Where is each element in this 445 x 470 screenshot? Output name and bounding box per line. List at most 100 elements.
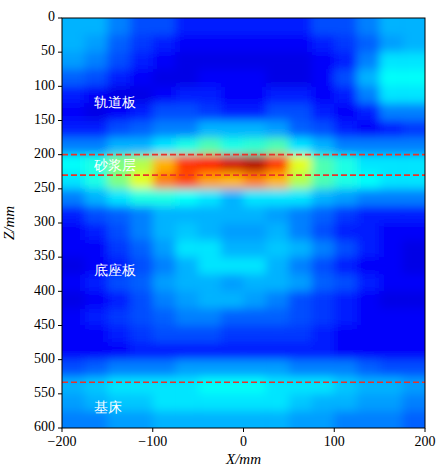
heatmap-cell <box>380 121 403 139</box>
heatmap-cell <box>130 291 153 309</box>
heatmap-cell <box>107 35 130 53</box>
heatmap-cell <box>107 206 130 224</box>
heatmap-cell <box>289 206 312 224</box>
heatmap-cell <box>130 360 153 378</box>
heatmap-cell <box>380 411 403 428</box>
heatmap-cell <box>402 274 425 292</box>
heatmap-cell <box>175 240 198 258</box>
heatmap-cell <box>153 138 176 156</box>
heatmap-cell <box>107 291 130 309</box>
heatmap-cell <box>357 138 380 156</box>
heatmap-cell <box>402 69 425 87</box>
heatmap-cell <box>244 257 267 275</box>
heatmap-cell <box>107 52 130 70</box>
heatmap-cell <box>198 411 221 428</box>
heatmap-cell <box>153 377 176 395</box>
heatmap-cell <box>130 52 153 70</box>
heatmap-cell <box>221 35 244 53</box>
y-tick-label: 300 <box>34 214 55 229</box>
plot-frame <box>62 18 425 428</box>
heatmap-cell <box>175 35 198 53</box>
heatmap-cell <box>357 377 380 395</box>
heatmap-cell <box>130 35 153 53</box>
heatmap-cell <box>312 394 335 412</box>
heatmap-cell <box>357 411 380 428</box>
heatmap-cell <box>175 138 198 156</box>
heatmap-cell <box>221 257 244 275</box>
heatmap-cell <box>312 189 335 207</box>
heatmap-cell <box>244 86 267 104</box>
y-tick-label: 500 <box>34 351 55 366</box>
heatmap-cell <box>266 18 289 36</box>
heatmap-cell <box>130 69 153 87</box>
heatmap-cell <box>221 18 244 36</box>
heatmap-cell <box>402 377 425 395</box>
heatmap-cell <box>266 411 289 428</box>
y-tick <box>58 325 62 326</box>
heatmap-cell <box>198 138 221 156</box>
heatmap-cell <box>266 360 289 378</box>
heatmap-cell <box>402 35 425 53</box>
heatmap-cell <box>266 394 289 412</box>
heatmap-cell <box>266 52 289 70</box>
heatmap-cell <box>334 103 357 121</box>
heatmap-cell <box>357 69 380 87</box>
heatmap-cell <box>62 291 85 309</box>
heatmap-cell <box>312 18 335 36</box>
heatmap-cell <box>380 377 403 395</box>
heatmap-cell <box>357 121 380 139</box>
heatmap-cell <box>198 377 221 395</box>
heatmap-cell <box>62 394 85 412</box>
heatmap-cell <box>380 35 403 53</box>
heatmap-cell <box>175 257 198 275</box>
heatmap-cell <box>380 257 403 275</box>
heatmap-cell <box>380 274 403 292</box>
heatmap-cell <box>289 274 312 292</box>
heatmap-cell <box>244 308 267 326</box>
heatmap-cell <box>62 223 85 241</box>
heatmap-cell <box>334 18 357 36</box>
heatmap-cell <box>312 308 335 326</box>
chart: 轨道板砂浆层底座板基床−200−100010020005010015020025… <box>0 0 445 470</box>
heatmap-cell <box>85 189 108 207</box>
y-tick-label: 600 <box>34 419 55 434</box>
heatmap-cell <box>266 257 289 275</box>
x-axis-title: X/mm <box>225 451 261 467</box>
heatmap-cell <box>175 343 198 361</box>
heatmap-cell <box>289 86 312 104</box>
heatmap-cell <box>198 206 221 224</box>
heatmap-cell <box>380 291 403 309</box>
heatmap-cell <box>334 257 357 275</box>
heatmap-cell <box>221 69 244 87</box>
heatmap-cell <box>357 18 380 36</box>
heatmap-cell <box>153 394 176 412</box>
heatmap-cell <box>107 121 130 139</box>
heatmap-cell <box>62 206 85 224</box>
heatmap-cell <box>153 274 176 292</box>
heatmap-cell <box>266 326 289 344</box>
heatmap-cell <box>244 343 267 361</box>
heatmap-cell <box>198 308 221 326</box>
heatmap-cell <box>198 223 221 241</box>
heatmap-cell <box>334 377 357 395</box>
heatmap-cell <box>402 206 425 224</box>
heatmap-cell <box>221 103 244 121</box>
heatmap-cell <box>380 240 403 258</box>
heatmap-cell <box>62 360 85 378</box>
heatmap-cell <box>357 155 380 173</box>
heatmap-cell <box>380 394 403 412</box>
heatmap-cell <box>62 240 85 258</box>
heatmap-cell <box>85 223 108 241</box>
heatmap-cell <box>85 240 108 258</box>
heatmap-cell <box>175 394 198 412</box>
heatmap-cell <box>334 308 357 326</box>
heatmap-cell <box>153 411 176 428</box>
heatmap-cell <box>289 291 312 309</box>
heatmap-cell <box>289 138 312 156</box>
heatmap-cell <box>402 360 425 378</box>
heatmap-cell <box>402 121 425 139</box>
heatmap-cell <box>289 103 312 121</box>
heatmap-cell <box>244 69 267 87</box>
heatmap-cell <box>357 223 380 241</box>
heatmap-cell <box>244 52 267 70</box>
